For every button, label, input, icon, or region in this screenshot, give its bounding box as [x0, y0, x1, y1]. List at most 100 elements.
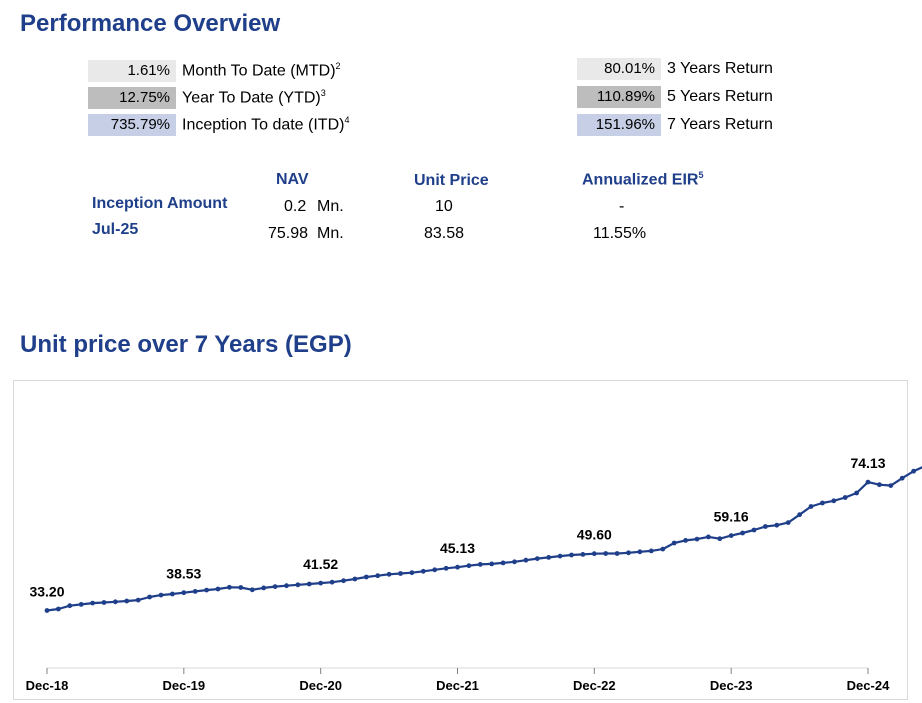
data-label: 38.53: [166, 566, 201, 582]
table-header-eir: Annualized EIR5: [582, 170, 704, 189]
data-point: [842, 495, 848, 500]
data-point: [261, 585, 267, 591]
data-label: 49.60: [577, 527, 612, 543]
table-row-label-jul25: Jul-25: [92, 221, 139, 238]
return-row-itd: 735.79% Inception To date (ITD)4: [88, 114, 349, 136]
data-point: [751, 527, 757, 533]
data-point: [386, 571, 392, 577]
table-header-nav: NAV: [276, 171, 309, 188]
data-point: [249, 587, 255, 593]
table-cell-nav-unit-jul25: Mn.: [317, 225, 344, 242]
chart-title: Unit price over 7 Years (EGP): [20, 331, 352, 358]
data-point: [90, 600, 95, 606]
data-point: [557, 553, 563, 559]
x-tick-label: Dec-24: [847, 678, 890, 693]
return-label-3y: 3 Years Return: [667, 60, 773, 77]
data-point: [113, 599, 118, 605]
return-value-5y: 110.89%: [577, 86, 661, 108]
return-row-mtd: 1.61% Month To Date (MTD)2: [88, 60, 341, 82]
chart-frame: [13, 380, 908, 700]
table-cell-unit-price-jul25: 83.58: [424, 225, 465, 242]
return-label-itd: Inception To date (ITD)4: [182, 115, 350, 134]
data-point: [284, 583, 289, 589]
return-value-7y: 151.96%: [577, 114, 661, 136]
table-cell-unit-price-inception: 10: [435, 198, 453, 215]
x-tick-label: Dec-21: [436, 678, 479, 693]
data-point: [398, 571, 403, 576]
data-point: [329, 579, 335, 585]
return-row-3y: 80.01% 3 Years Return: [577, 58, 773, 80]
data-point: [67, 603, 73, 609]
data-point: [363, 574, 369, 580]
data-point: [375, 573, 381, 579]
data-point: [78, 602, 84, 607]
data-point: [170, 591, 175, 597]
data-point: [455, 564, 460, 570]
series-line: [46, 466, 922, 612]
data-point: [306, 581, 312, 587]
x-tick-label: Dec-18: [26, 678, 69, 693]
return-row-7y: 151.96% 7 Years Return: [577, 114, 773, 136]
data-point: [820, 500, 825, 506]
return-row-ytd: 12.75% Year To Date (YTD)3: [88, 87, 326, 109]
table-cell-eir-jul25: 11.55%: [593, 225, 647, 242]
data-point: [101, 600, 107, 605]
data-point: [785, 520, 791, 525]
data-point: [683, 538, 688, 543]
data-point: [443, 565, 449, 571]
data-point: [295, 582, 301, 588]
table-cell-nav-inception: 0.2: [284, 198, 307, 215]
data-point: [694, 536, 700, 542]
table-cell-nav-unit-inception: Mn.: [317, 198, 344, 215]
page-title: Performance Overview: [20, 10, 281, 37]
data-point: [204, 587, 210, 593]
data-point: [192, 589, 198, 594]
data-point: [728, 533, 734, 538]
data-point: [648, 548, 654, 554]
data-point: [432, 567, 438, 573]
data-point: [865, 479, 871, 485]
data-point: [706, 534, 711, 540]
data-point: [512, 559, 517, 565]
data-point: [489, 561, 495, 567]
return-label-ytd: Year To Date (YTD)3: [182, 88, 326, 107]
data-point: [808, 504, 814, 509]
data-point: [717, 536, 723, 542]
data-point: [569, 552, 574, 558]
data-label: 41.52: [303, 556, 338, 572]
data-point: [591, 551, 597, 557]
return-value-ytd: 12.75%: [88, 87, 176, 109]
data-point: [797, 512, 802, 518]
data-point: [147, 594, 153, 600]
data-point: [56, 606, 61, 612]
data-label: 59.16: [714, 509, 749, 525]
data-point: [580, 552, 586, 557]
data-point: [477, 562, 483, 567]
data-point: [420, 568, 426, 574]
data-point: [341, 578, 346, 584]
data-point: [888, 483, 894, 488]
data-point: [500, 560, 506, 566]
data-point: [135, 597, 141, 603]
data-point: [227, 584, 232, 590]
data-point: [671, 540, 677, 546]
data-point: [626, 550, 631, 556]
data-point: [774, 522, 780, 528]
data-point: [637, 549, 643, 555]
return-value-3y: 80.01%: [577, 58, 661, 80]
x-tick-label: Dec-23: [710, 678, 753, 693]
table-cell-eir-inception: -: [619, 198, 625, 215]
data-point: [603, 551, 609, 556]
data-point: [238, 585, 244, 590]
data-point: [466, 563, 472, 569]
table-row-label-inception: Inception Amount: [92, 195, 228, 212]
x-tick-label: Dec-20: [299, 678, 342, 693]
data-point: [272, 584, 278, 589]
return-label-mtd: Month To Date (MTD)2: [182, 61, 341, 80]
data-point: [523, 557, 529, 563]
data-point: [899, 475, 905, 481]
data-point: [546, 555, 552, 560]
return-value-itd: 735.79%: [88, 114, 176, 136]
data-point: [534, 556, 540, 561]
